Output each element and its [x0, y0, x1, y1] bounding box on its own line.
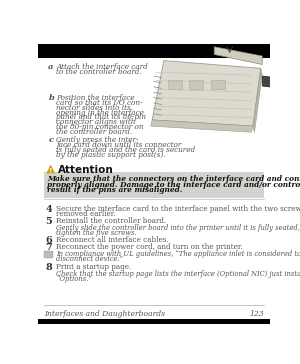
Text: In compliance with UL guidelines, “The appliance inlet is considered to be the m: In compliance with UL guidelines, “The a…: [56, 250, 300, 258]
Bar: [38, 319, 270, 324]
Text: is fully seated and the card is secured: is fully seated and the card is secured: [56, 146, 195, 154]
Bar: [211, 80, 225, 89]
Text: 6: 6: [45, 236, 52, 245]
Text: disconnect device.”: disconnect device.”: [56, 255, 123, 263]
Text: 4: 4: [45, 205, 52, 214]
Text: b: b: [48, 94, 54, 102]
Text: opening in the interface: opening in the interface: [56, 108, 144, 116]
Text: 5: 5: [45, 217, 52, 226]
Polygon shape: [47, 165, 55, 173]
Text: Gently press the inter-: Gently press the inter-: [56, 136, 139, 144]
Text: 7: 7: [45, 243, 52, 252]
Polygon shape: [262, 76, 275, 88]
Text: the 80-pin connector on: the 80-pin connector on: [56, 123, 144, 131]
Text: nector slides into its: nector slides into its: [56, 104, 131, 112]
Text: “Options.”: “Options.”: [56, 275, 92, 283]
Text: Check that the startup page lists the interface (Optional NIC) just installed un: Check that the startup page lists the in…: [56, 270, 300, 278]
Text: 123: 123: [249, 310, 264, 318]
Text: connector aligns with: connector aligns with: [56, 118, 136, 126]
Text: panel and that its 80-pin: panel and that its 80-pin: [56, 114, 146, 122]
Text: the controller board.: the controller board.: [56, 128, 132, 136]
Text: to the controller board.: to the controller board.: [56, 68, 142, 76]
Text: Attach the interface card: Attach the interface card: [56, 63, 148, 71]
Text: properly aligned. Damage to the interface card and/or controller board could: properly aligned. Damage to the interfac…: [47, 181, 300, 189]
Bar: [44, 172, 264, 198]
Text: face card down until its connector: face card down until its connector: [56, 141, 182, 149]
Text: 8: 8: [45, 263, 52, 272]
Text: c: c: [48, 136, 53, 144]
Text: Secure the interface card to the interface panel with the two screws you: Secure the interface card to the interfa…: [56, 205, 300, 213]
Polygon shape: [152, 61, 261, 126]
Polygon shape: [253, 68, 262, 132]
Text: Print a startup page.: Print a startup page.: [56, 263, 131, 271]
Text: Gently slide the controller board into the printer until it is fully seated, and: Gently slide the controller board into t…: [56, 224, 300, 232]
Bar: [44, 251, 53, 258]
Text: Position the interface: Position the interface: [56, 94, 135, 102]
Text: result if the pins are misaligned.: result if the pins are misaligned.: [47, 186, 182, 194]
Text: Reinstall the controller board.: Reinstall the controller board.: [56, 217, 166, 225]
Bar: [38, 44, 270, 58]
Text: removed earlier.: removed earlier.: [56, 210, 116, 218]
Text: !: !: [49, 168, 52, 174]
Polygon shape: [214, 47, 262, 64]
Bar: [189, 80, 203, 89]
Text: tighten the five screws.: tighten the five screws.: [56, 229, 137, 237]
Text: Reconnect the power cord, and turn on the printer.: Reconnect the power cord, and turn on th…: [56, 243, 243, 251]
Text: Make sure that the connectors on the interface card and controller board are: Make sure that the connectors on the int…: [47, 175, 300, 183]
Text: Reconnect all interface cables.: Reconnect all interface cables.: [56, 236, 169, 244]
Text: Attention: Attention: [58, 165, 113, 175]
Text: a: a: [48, 63, 54, 71]
Text: card so that its I/O con-: card so that its I/O con-: [56, 99, 142, 107]
Polygon shape: [151, 120, 253, 132]
Bar: [168, 80, 182, 89]
Text: by the plastic support post(s).: by the plastic support post(s).: [56, 151, 166, 159]
Text: Interfaces and Daughterboards: Interfaces and Daughterboards: [44, 310, 165, 318]
